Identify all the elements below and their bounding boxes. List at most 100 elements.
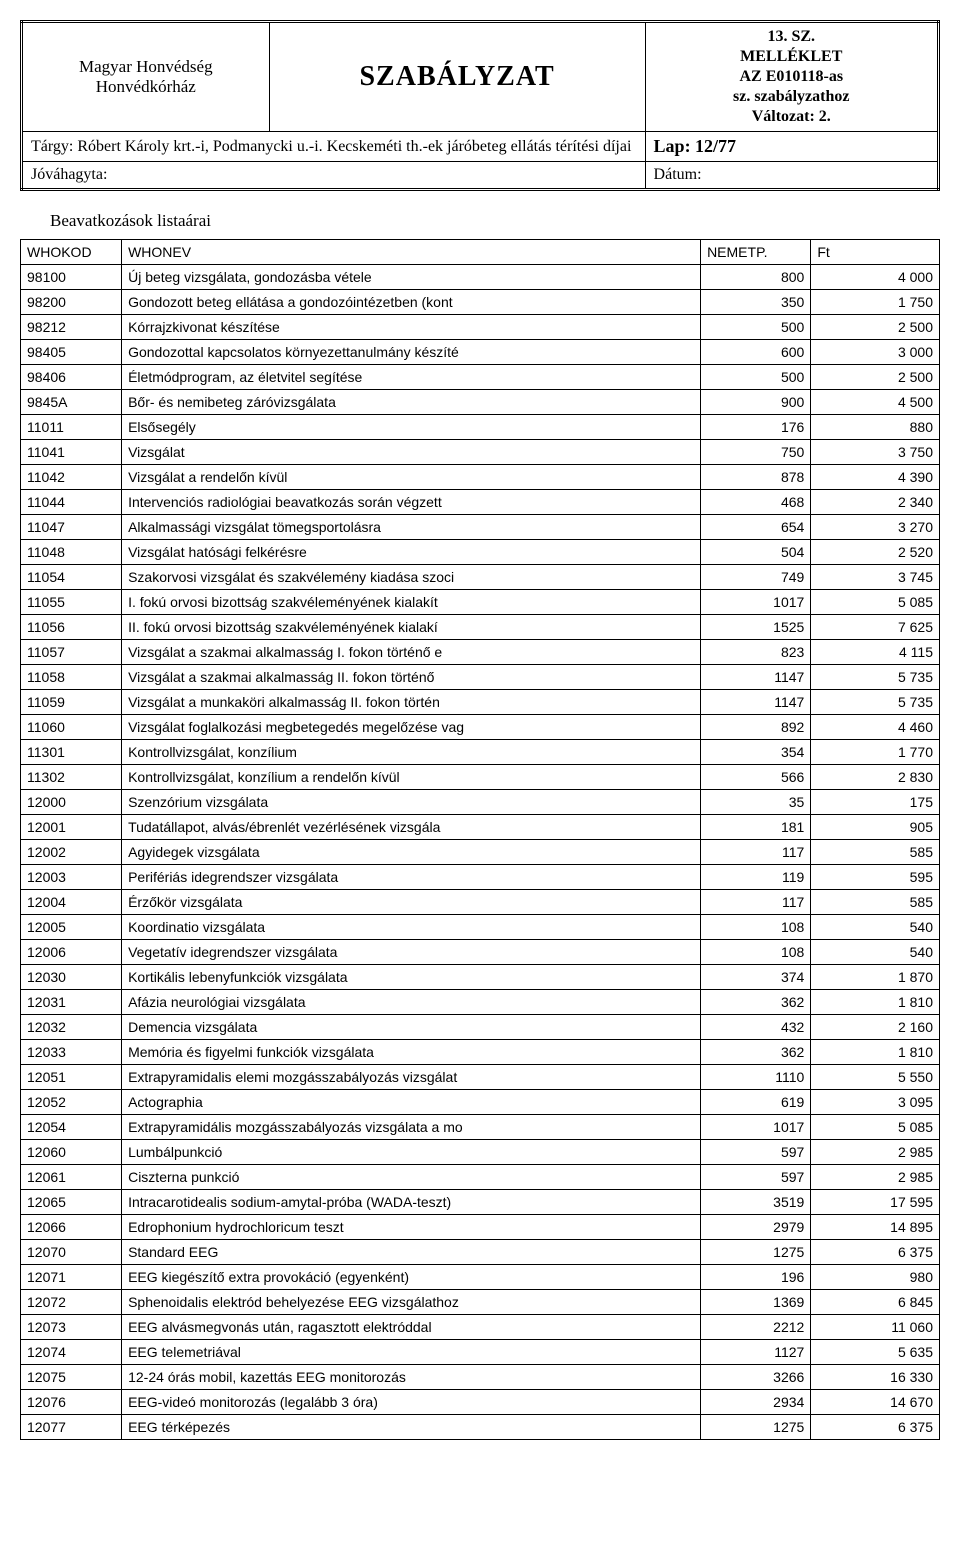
cell-code: 12066 bbox=[21, 1215, 122, 1240]
table-row: 98405Gondozottal kapcsolatos környezetta… bbox=[21, 340, 940, 365]
cell-code: 11302 bbox=[21, 765, 122, 790]
cell-ft: 5 735 bbox=[811, 690, 940, 715]
cell-net: 3519 bbox=[701, 1190, 811, 1215]
cell-name: II. fokú orvosi bizottság szakvéleményén… bbox=[122, 615, 701, 640]
cell-name: Lumbálpunkció bbox=[122, 1140, 701, 1165]
cell-ft: 1 750 bbox=[811, 290, 940, 315]
cell-ft: 4 460 bbox=[811, 715, 940, 740]
table-row: 12054Extrapyramidális mozgásszabályozás … bbox=[21, 1115, 940, 1140]
cell-code: 12004 bbox=[21, 890, 122, 915]
cell-code: 12000 bbox=[21, 790, 122, 815]
cell-name: Kórrajzkivonat készítése bbox=[122, 315, 701, 340]
appendix-line4: sz. szabályzathoz bbox=[733, 88, 849, 105]
cell-net: 2212 bbox=[701, 1315, 811, 1340]
cell-ft: 5 085 bbox=[811, 1115, 940, 1140]
cell-code: 11054 bbox=[21, 565, 122, 590]
cell-net: 362 bbox=[701, 1040, 811, 1065]
table-row: 11011Elsősegély176880 bbox=[21, 415, 940, 440]
cell-ft: 595 bbox=[811, 865, 940, 890]
cell-net: 119 bbox=[701, 865, 811, 890]
cell-ft: 585 bbox=[811, 840, 940, 865]
cell-name: EEG kiegészítő extra provokáció (egyenké… bbox=[122, 1265, 701, 1290]
page-number: Lap: 12/77 bbox=[645, 132, 938, 162]
list-title: Beavatkozások listaárai bbox=[50, 211, 940, 231]
table-row: 11047Alkalmassági vizsgálat tömegsportol… bbox=[21, 515, 940, 540]
cell-name: Vizsgálat a szakmai alkalmasság I. fokon… bbox=[122, 640, 701, 665]
cell-name: Szakorvosi vizsgálat és szakvélemény kia… bbox=[122, 565, 701, 590]
cell-ft: 14 670 bbox=[811, 1390, 940, 1415]
cell-code: 12001 bbox=[21, 815, 122, 840]
cell-code: 11057 bbox=[21, 640, 122, 665]
cell-code: 12033 bbox=[21, 1040, 122, 1065]
appendix-cell: 13. SZ. MELLÉKLET AZ E010118-as sz. szab… bbox=[645, 22, 938, 132]
cell-code: 12006 bbox=[21, 940, 122, 965]
cell-ft: 5 085 bbox=[811, 590, 940, 615]
cell-ft: 2 985 bbox=[811, 1140, 940, 1165]
cell-net: 800 bbox=[701, 265, 811, 290]
cell-code: 98406 bbox=[21, 365, 122, 390]
cell-code: 12060 bbox=[21, 1140, 122, 1165]
cell-net: 196 bbox=[701, 1265, 811, 1290]
table-row: 12074EEG telemetriával11275 635 bbox=[21, 1340, 940, 1365]
date-cell: Dátum: bbox=[645, 162, 938, 190]
cell-code: 12077 bbox=[21, 1415, 122, 1440]
table-row: 11056II. fokú orvosi bizottság szakvélem… bbox=[21, 615, 940, 640]
cell-name: Kortikális lebenyfunkciók vizsgálata bbox=[122, 965, 701, 990]
approved-cell: Jóváhagyta: bbox=[22, 162, 646, 190]
cell-code: 98100 bbox=[21, 265, 122, 290]
org-line1: Magyar Honvédség bbox=[79, 57, 213, 76]
cell-name: EEG térképezés bbox=[122, 1415, 701, 1440]
appendix-line1: 13. SZ. bbox=[767, 28, 815, 45]
table-row: 11042Vizsgálat a rendelőn kívül8784 390 bbox=[21, 465, 940, 490]
cell-net: 1017 bbox=[701, 1115, 811, 1140]
table-row: 12071EEG kiegészítő extra provokáció (eg… bbox=[21, 1265, 940, 1290]
cell-name: 12-24 órás mobil, kazettás EEG monitoroz… bbox=[122, 1365, 701, 1390]
table-row: 11055I. fokú orvosi bizottság szakvélemé… bbox=[21, 590, 940, 615]
cell-name: Gondozott beteg ellátása a gondozóintéze… bbox=[122, 290, 701, 315]
cell-name: Agyidegek vizsgálata bbox=[122, 840, 701, 865]
cell-code: 11055 bbox=[21, 590, 122, 615]
col-header-ft: Ft bbox=[811, 240, 940, 265]
table-row: 11044Intervenciós radiológiai beavatkozá… bbox=[21, 490, 940, 515]
table-row: 12003Perifériás idegrendszer vizsgálata1… bbox=[21, 865, 940, 890]
cell-name: Kontrollvizsgálat, konzílium bbox=[122, 740, 701, 765]
cell-name: Demencia vizsgálata bbox=[122, 1015, 701, 1040]
cell-net: 1147 bbox=[701, 690, 811, 715]
cell-ft: 905 bbox=[811, 815, 940, 840]
cell-name: Sphenoidalis elektród behelyezése EEG vi… bbox=[122, 1290, 701, 1315]
cell-net: 117 bbox=[701, 890, 811, 915]
doc-title: SZABÁLYZAT bbox=[269, 22, 645, 132]
appendix-line3: AZ E010118-as bbox=[739, 68, 843, 85]
col-header-net: NEMETP. bbox=[701, 240, 811, 265]
cell-ft: 7 625 bbox=[811, 615, 940, 640]
cell-code: 98405 bbox=[21, 340, 122, 365]
cell-code: 11044 bbox=[21, 490, 122, 515]
cell-ft: 1 770 bbox=[811, 740, 940, 765]
cell-code: 11047 bbox=[21, 515, 122, 540]
cell-name: Bőr- és nemibeteg záróvizsgálata bbox=[122, 390, 701, 415]
cell-name: Vizsgálat a rendelőn kívül bbox=[122, 465, 701, 490]
subject-cell: Tárgy: Róbert Károly krt.-i, Podmanycki … bbox=[22, 132, 646, 162]
cell-name: Intracarotidealis sodium-amytal-próba (W… bbox=[122, 1190, 701, 1215]
cell-ft: 2 160 bbox=[811, 1015, 940, 1040]
cell-code: 98212 bbox=[21, 315, 122, 340]
cell-ft: 4 390 bbox=[811, 465, 940, 490]
cell-ft: 2 340 bbox=[811, 490, 940, 515]
table-row: 12072Sphenoidalis elektród behelyezése E… bbox=[21, 1290, 940, 1315]
cell-code: 11060 bbox=[21, 715, 122, 740]
cell-net: 900 bbox=[701, 390, 811, 415]
table-row: 12033Memória és figyelmi funkciók vizsgá… bbox=[21, 1040, 940, 1065]
table-row: 12076EEG-videó monitorozás (legalább 3 ó… bbox=[21, 1390, 940, 1415]
cell-name: Ciszterna punkció bbox=[122, 1165, 701, 1190]
cell-net: 117 bbox=[701, 840, 811, 865]
cell-ft: 2 520 bbox=[811, 540, 940, 565]
table-row: 11301Kontrollvizsgálat, konzílium3541 77… bbox=[21, 740, 940, 765]
cell-name: Koordinatio vizsgálata bbox=[122, 915, 701, 940]
table-row: 12061Ciszterna punkció5972 985 bbox=[21, 1165, 940, 1190]
cell-name: Vizsgálat foglalkozási megbetegedés mege… bbox=[122, 715, 701, 740]
cell-net: 500 bbox=[701, 365, 811, 390]
cell-name: Tudatállapot, alvás/ébrenlét vezérléséne… bbox=[122, 815, 701, 840]
cell-name: Érzőkör vizsgálata bbox=[122, 890, 701, 915]
cell-name: Perifériás idegrendszer vizsgálata bbox=[122, 865, 701, 890]
cell-code: 12002 bbox=[21, 840, 122, 865]
